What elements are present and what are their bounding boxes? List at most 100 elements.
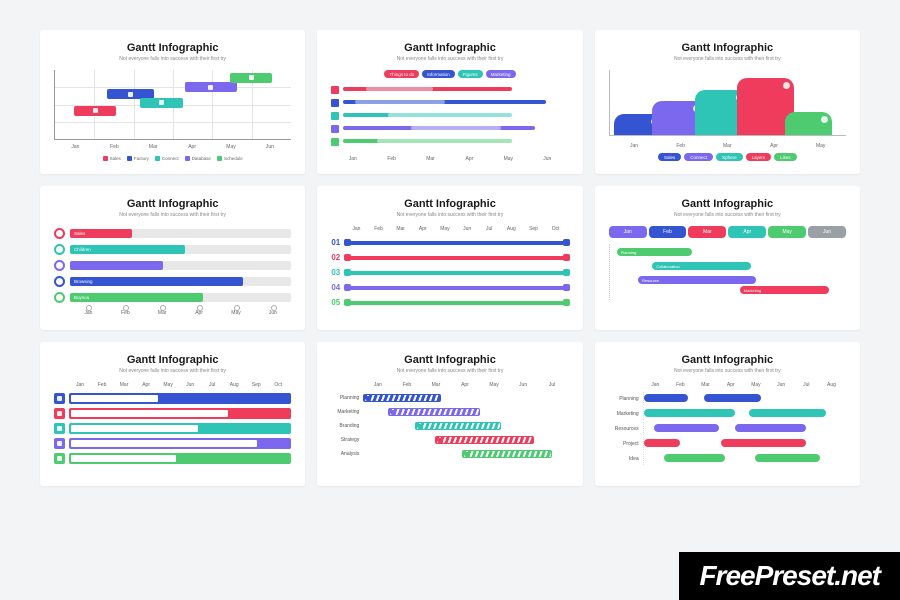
filled-bars [54,392,291,467]
gantt-bar [644,439,680,447]
month-label: Apr [173,144,212,150]
month-label: Apr [751,143,798,149]
lane-bar [377,139,512,143]
month-label: Jun [456,226,478,232]
row-number: 05 [331,298,345,307]
stacked-blocks-chart [609,70,846,136]
row-label: Strategy [331,437,363,443]
month-label: Mar [704,143,751,149]
month-label: Aug [223,382,245,388]
month-pill: Feb [649,226,687,238]
bar-fill [71,440,257,447]
slide-5: Gantt Infographic Not everyone falls int… [317,186,582,330]
legend-pill: Things to do [384,70,419,78]
slide-9: Gantt Infographic Not everyone falls int… [595,342,860,486]
slide-subtitle: Not everyone falls into success with the… [54,368,291,374]
bar-icon [391,410,396,415]
month-label: Jan [333,156,372,162]
slide-8: Gantt Infographic Not everyone falls int… [317,342,582,486]
month-tick: Mar [144,310,181,316]
month-label: Jun [250,144,289,150]
gantt-bar: Planning [617,248,693,256]
legend-item: Factory [127,156,149,161]
row-label: Planning [331,395,363,401]
month-label: Apr [412,226,434,232]
gantt-rows: PlanningMarketingResourcesProjectIdea [609,392,846,467]
slide-subtitle: Not everyone falls into success with the… [609,368,846,374]
slide-subtitle: Not everyone falls into success with the… [54,212,291,218]
slide-3: Gantt Infographic Not everyone falls int… [595,30,860,174]
gantt-row: Resources [609,422,846,435]
month-label: Mar [134,144,173,150]
month-label: Jul [538,382,567,388]
row-label: Analysis [331,451,363,457]
slide-title: Gantt Infographic [54,42,291,54]
gantt-lane [331,110,568,121]
row-marker [54,276,65,287]
month-label: May [489,156,528,162]
row-icon [54,393,65,404]
numbered-row: 03 [331,266,568,279]
bar-icon [366,396,371,401]
row-marker [54,228,65,239]
row-label: Branding [331,423,363,429]
slide-4: Gantt Infographic Not everyone falls int… [40,186,305,330]
month-label: Jun [769,382,794,388]
slide-subtitle: Not everyone falls into success with the… [609,56,846,62]
month-label: May [480,382,509,388]
month-tick: May [218,310,255,316]
progress-fill [70,261,163,270]
progress-row: Children [54,242,291,256]
numbered-row: 04 [331,281,568,294]
month-label: Oct [545,226,567,232]
legend-pill: Connect [684,153,713,161]
slide-title: Gantt Infographic [54,354,291,366]
progress-track [70,261,291,270]
striped-row: Planning [331,392,568,404]
lane-icon [331,138,339,146]
block-icon [821,116,828,123]
striped-row: Strategy [331,434,568,446]
lane-bar [411,126,501,130]
chart-legend: SalesFactoryConnectDatabaseSchedule [54,156,291,161]
month-label: Apr [450,156,489,162]
month-tick: Jun [254,310,291,316]
bar-track [69,438,291,449]
month-label: Feb [668,382,693,388]
row-icon [54,453,65,464]
striped-row: Marketing [331,406,568,418]
gantt-row: Idea [609,452,846,465]
month-label: Mar [390,226,412,232]
chart-legend: SalesConnectSphereLayersLikes [609,153,846,161]
slide-title: Gantt Infographic [609,42,846,54]
legend-item: Schedule [217,156,243,161]
month-pill: May [768,226,806,238]
month-label: Feb [657,143,704,149]
month-label: Oct [267,382,289,388]
slide-title: Gantt Infographic [609,198,846,210]
filled-row [54,407,291,419]
legend-item: Database [185,156,211,161]
row-icon [54,438,65,449]
striped-rows: Planning Marketing Branding Strategy Analysi… [331,392,568,462]
month-label: Jan [643,382,668,388]
striped-bar [388,408,480,416]
month-label: Mar [411,156,450,162]
gantt-bar [644,394,689,402]
slide-subtitle: Not everyone falls into success with the… [609,212,846,218]
gantt-bar [755,454,820,462]
month-label: Feb [372,156,411,162]
slide-1: Gantt Infographic Not everyone falls int… [40,30,305,174]
gantt-bar: Resource [638,276,756,284]
month-label: Mar [693,382,718,388]
month-label: Aug [819,382,844,388]
gantt-grid-chart [54,70,291,140]
bar-icon [93,108,98,113]
row-label: Project [609,441,643,447]
slide-subtitle: Not everyone falls into success with the… [331,212,568,218]
gantt-bars: PlanningCollaborationResourceMarketing [609,244,846,300]
filled-row [54,452,291,464]
month-pill: Jan [609,226,647,238]
lane-icon [331,99,339,107]
slide-subtitle: Not everyone falls into success with the… [331,56,568,62]
